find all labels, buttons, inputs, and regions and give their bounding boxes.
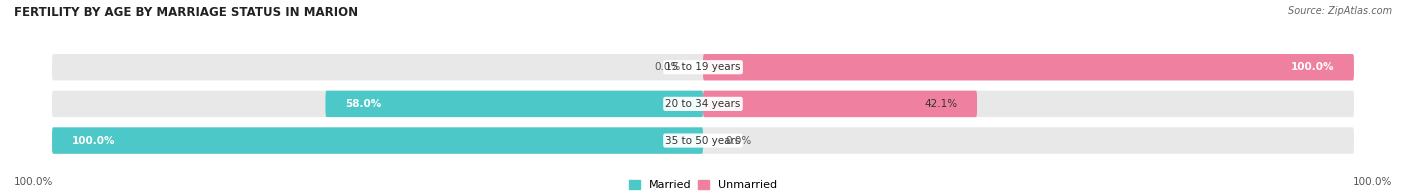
Text: 0.0%: 0.0% [654,62,681,72]
Text: 0.0%: 0.0% [725,136,752,146]
FancyBboxPatch shape [325,91,703,117]
Text: 58.0%: 58.0% [344,99,381,109]
FancyBboxPatch shape [52,127,1354,154]
Text: 100.0%: 100.0% [72,136,115,146]
FancyBboxPatch shape [703,54,1354,80]
Text: 20 to 34 years: 20 to 34 years [665,99,741,109]
FancyBboxPatch shape [52,127,703,154]
Text: 15 to 19 years: 15 to 19 years [665,62,741,72]
Text: Source: ZipAtlas.com: Source: ZipAtlas.com [1288,6,1392,16]
FancyBboxPatch shape [52,54,1354,80]
Text: 100.0%: 100.0% [14,177,53,187]
Text: 35 to 50 years: 35 to 50 years [665,136,741,146]
FancyBboxPatch shape [703,91,977,117]
Text: FERTILITY BY AGE BY MARRIAGE STATUS IN MARION: FERTILITY BY AGE BY MARRIAGE STATUS IN M… [14,6,359,19]
Text: 42.1%: 42.1% [924,99,957,109]
Text: 100.0%: 100.0% [1353,177,1392,187]
Legend: Married, Unmarried: Married, Unmarried [628,180,778,191]
Text: 100.0%: 100.0% [1291,62,1334,72]
FancyBboxPatch shape [52,91,1354,117]
